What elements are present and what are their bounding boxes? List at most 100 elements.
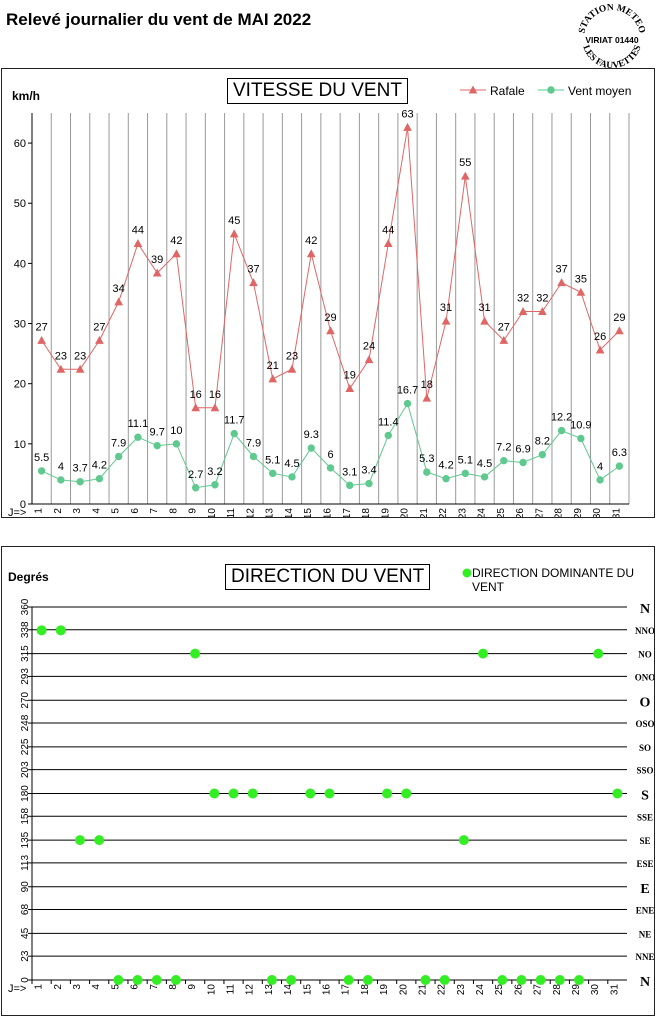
rafale-data-label: 63 xyxy=(401,108,413,120)
vent-moyen-point xyxy=(346,481,354,490)
vent-moyen-point xyxy=(615,462,624,470)
speed-x-tick-label: 21 xyxy=(419,508,430,517)
direction-x-tick-label: 10 xyxy=(206,984,217,996)
vent-moyen-data-label: 11.1 xyxy=(128,418,149,430)
vent-moyen-data-label: 6.3 xyxy=(612,447,627,459)
vent-moyen-point xyxy=(57,476,65,484)
direction-point xyxy=(324,788,335,799)
vent-moyen-point xyxy=(230,429,238,438)
direction-point xyxy=(286,975,297,985)
direction-point xyxy=(593,648,604,659)
logo-line-1: STATION METEO xyxy=(577,4,646,35)
direction-y-tick-label: 135 xyxy=(20,831,31,848)
direction-y-tick-label: 113 xyxy=(20,855,31,871)
direction-point xyxy=(382,788,393,799)
rafale-data-label: 44 xyxy=(382,225,394,237)
speed-x-tick-label: 11 xyxy=(226,508,237,517)
direction-chart-title: DIRECTION DU VENT xyxy=(225,564,431,590)
rafale-data-label: 31 xyxy=(440,302,452,314)
speed-x-tick-label: 27 xyxy=(534,508,545,517)
rafale-point xyxy=(56,364,66,373)
rafale-point xyxy=(557,278,566,287)
compass-label: SSO xyxy=(636,766,653,776)
speed-x-tick-label: 22 xyxy=(438,508,449,517)
speed-x-tick-label: 16 xyxy=(323,508,334,517)
rafale-data-label: 34 xyxy=(113,283,125,295)
direction-y-tick-label: 158 xyxy=(20,808,31,825)
vent-moyen-data-label: 11.7 xyxy=(224,415,245,427)
compass-label: NNO xyxy=(635,626,654,636)
vent-moyen-data-label: 16.7 xyxy=(397,385,418,397)
vent-moyen-data-label: 4.2 xyxy=(438,460,453,472)
rafale-point xyxy=(538,306,547,316)
compass-label: E xyxy=(640,882,649,897)
vent-moyen-data-label: 7.9 xyxy=(111,437,126,449)
rafale-data-label: 37 xyxy=(555,264,567,276)
vent-moyen-point xyxy=(384,431,392,440)
speed-x-tick-label: 3 xyxy=(72,508,83,514)
rafale-point xyxy=(422,393,432,402)
rafale-point xyxy=(403,122,412,131)
vent-moyen-point xyxy=(596,476,604,484)
rafale-point xyxy=(133,238,143,248)
legend-direction-marker xyxy=(462,568,472,578)
direction-y-tick-label: 68 xyxy=(20,904,31,916)
vent-moyen-data-label: 3.2 xyxy=(207,466,222,478)
direction-y-tick-label: 203 xyxy=(20,761,31,778)
rafale-point xyxy=(499,335,509,344)
rafale-data-label: 16 xyxy=(190,389,202,401)
speed-y-axis-label: km/h xyxy=(12,89,41,103)
vent-moyen-point xyxy=(288,473,296,481)
vent-moyen-point xyxy=(403,399,412,408)
rafale-data-label: 39 xyxy=(151,254,163,266)
speed-y-tick-label: 20 xyxy=(14,379,26,391)
vent-moyen-point xyxy=(191,484,200,492)
direction-x-tick-label: 25 xyxy=(494,984,505,996)
rafale-point xyxy=(345,383,355,393)
compass-label: NO xyxy=(638,650,652,660)
direction-point xyxy=(401,788,412,799)
compass-label: N xyxy=(640,975,650,990)
direction-point xyxy=(36,625,47,636)
vent-moyen-data-label: 5.1 xyxy=(265,454,280,466)
vent-moyen-point xyxy=(269,469,277,478)
compass-label: SO xyxy=(639,743,651,753)
rafale-data-label: 32 xyxy=(536,293,548,305)
speed-x-tick-label: 30 xyxy=(592,508,603,517)
direction-x-tick-label: 15 xyxy=(302,984,313,996)
legend-moyen-marker xyxy=(547,86,555,94)
speed-x-tick-label: 23 xyxy=(457,508,468,517)
direction-x-tick-label: 20 xyxy=(398,984,409,996)
rafale-data-label: 23 xyxy=(74,350,86,362)
speed-x-tick-label: 25 xyxy=(496,508,507,517)
logo-line-3: LES FAUVETTES xyxy=(580,44,643,70)
speed-y-tick-label: 10 xyxy=(14,439,26,451)
rafale-point xyxy=(441,316,451,325)
svg-text:STATION METEO: STATION METEO xyxy=(577,4,646,35)
direction-point xyxy=(420,975,431,985)
speed-x-tick-label: 20 xyxy=(400,508,411,517)
speed-y-tick-label: 30 xyxy=(14,319,26,331)
compass-label: N xyxy=(640,602,650,617)
direction-point xyxy=(228,788,239,799)
vent-moyen-point xyxy=(76,478,84,486)
vent-moyen-point xyxy=(37,467,46,475)
vent-moyen-data-label: 5.3 xyxy=(419,453,434,465)
direction-x-tick-label: 6 xyxy=(130,984,141,990)
direction-point xyxy=(574,975,585,985)
wind-direction-panel: 0 N 23 NNE 45 NE 68 ENE 90 E 113 ESE 135 SE 158 SSE 180 S… xyxy=(1,546,655,1016)
vent-moyen-point xyxy=(249,452,258,461)
rafale-data-label: 27 xyxy=(498,321,510,333)
direction-x-tick-label: 2 xyxy=(53,984,64,990)
speed-x-tick-label: 26 xyxy=(515,508,526,517)
rafale-point xyxy=(306,249,316,258)
vent-moyen-data-label: 4.2 xyxy=(92,460,107,472)
direction-x-tick-label: 12 xyxy=(245,984,256,996)
direction-x-tick-label: 4 xyxy=(91,984,102,990)
vent-moyen-data-label: 10.9 xyxy=(570,419,591,431)
speed-x-tick-label: 6 xyxy=(130,508,141,514)
vent-moyen-point xyxy=(480,473,489,481)
direction-point xyxy=(516,975,527,985)
rafale-data-label: 29 xyxy=(324,312,336,324)
